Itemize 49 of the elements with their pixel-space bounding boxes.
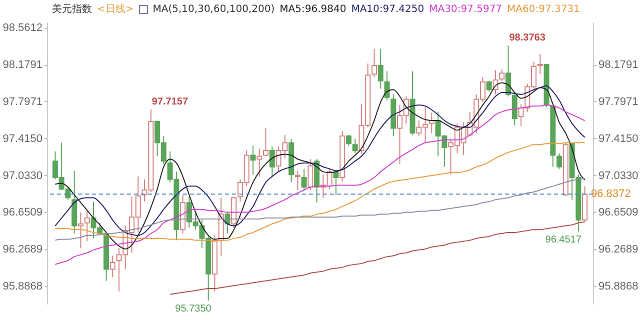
text: MA30:97.5977 [429,4,502,14]
y2-tick-label: 96.2689 [598,244,638,256]
y-tick-label: 98.1791 [2,59,42,72]
y2-tick-label: 96.6509 [598,206,638,219]
text: MA10:97.4250 [351,4,424,14]
candlestick [384,70,390,101]
y-tick-label: 97.7971 [2,96,42,108]
chart-subtitle: <日线> [97,2,134,16]
candlestick [333,170,339,196]
ref-line-label: 96.8372 [591,188,631,200]
candlestick [486,80,492,92]
y-tick-label: 98.5612 [2,22,42,34]
y2-tick-label: 95.8868 [598,280,638,292]
candlestick [78,212,84,248]
candlestick [371,48,377,78]
y-tick-label: 96.6509 [2,206,42,219]
candlestick [110,255,116,278]
y-tick-label: 95.8868 [2,280,42,292]
y2-tick-label: 98.1791 [598,59,638,72]
candlestick [84,210,90,242]
candlestick [346,134,352,146]
annotation: 96.4517 [545,234,582,246]
candlestick [378,48,384,90]
candlestick [250,145,256,176]
line-series [54,178,586,241]
y-tick-label: 96.2689 [2,244,42,256]
candlestick [352,138,358,154]
candlestick [301,168,307,191]
text: MA60:97.3731 [507,4,580,14]
candlestick [308,158,314,191]
annotation: 95.7350 [175,304,212,315]
text: MA5:96.9840 [280,4,346,14]
candlestick [294,170,300,191]
y-tick-label: 97.0330 [2,170,42,182]
annotation: 98.3763 [509,32,546,44]
y-tick-label: 97.4150 [2,132,42,145]
candlestick [269,146,275,178]
candlestick [512,94,518,126]
y2-tick-label: 97.4150 [598,132,638,145]
candlestick [537,53,543,75]
legend-title: MA(5,10,30,60,100,200) [152,4,275,14]
line-series [170,221,586,295]
y2-tick-label: 97.0330 [598,170,638,182]
chart-title: 美元指数 [52,2,92,16]
line-series [54,142,586,242]
candlestick [505,45,511,97]
y2-tick-label: 97.7971 [598,96,638,108]
candlestick [499,68,505,82]
annotation: 97.7157 [152,96,188,108]
